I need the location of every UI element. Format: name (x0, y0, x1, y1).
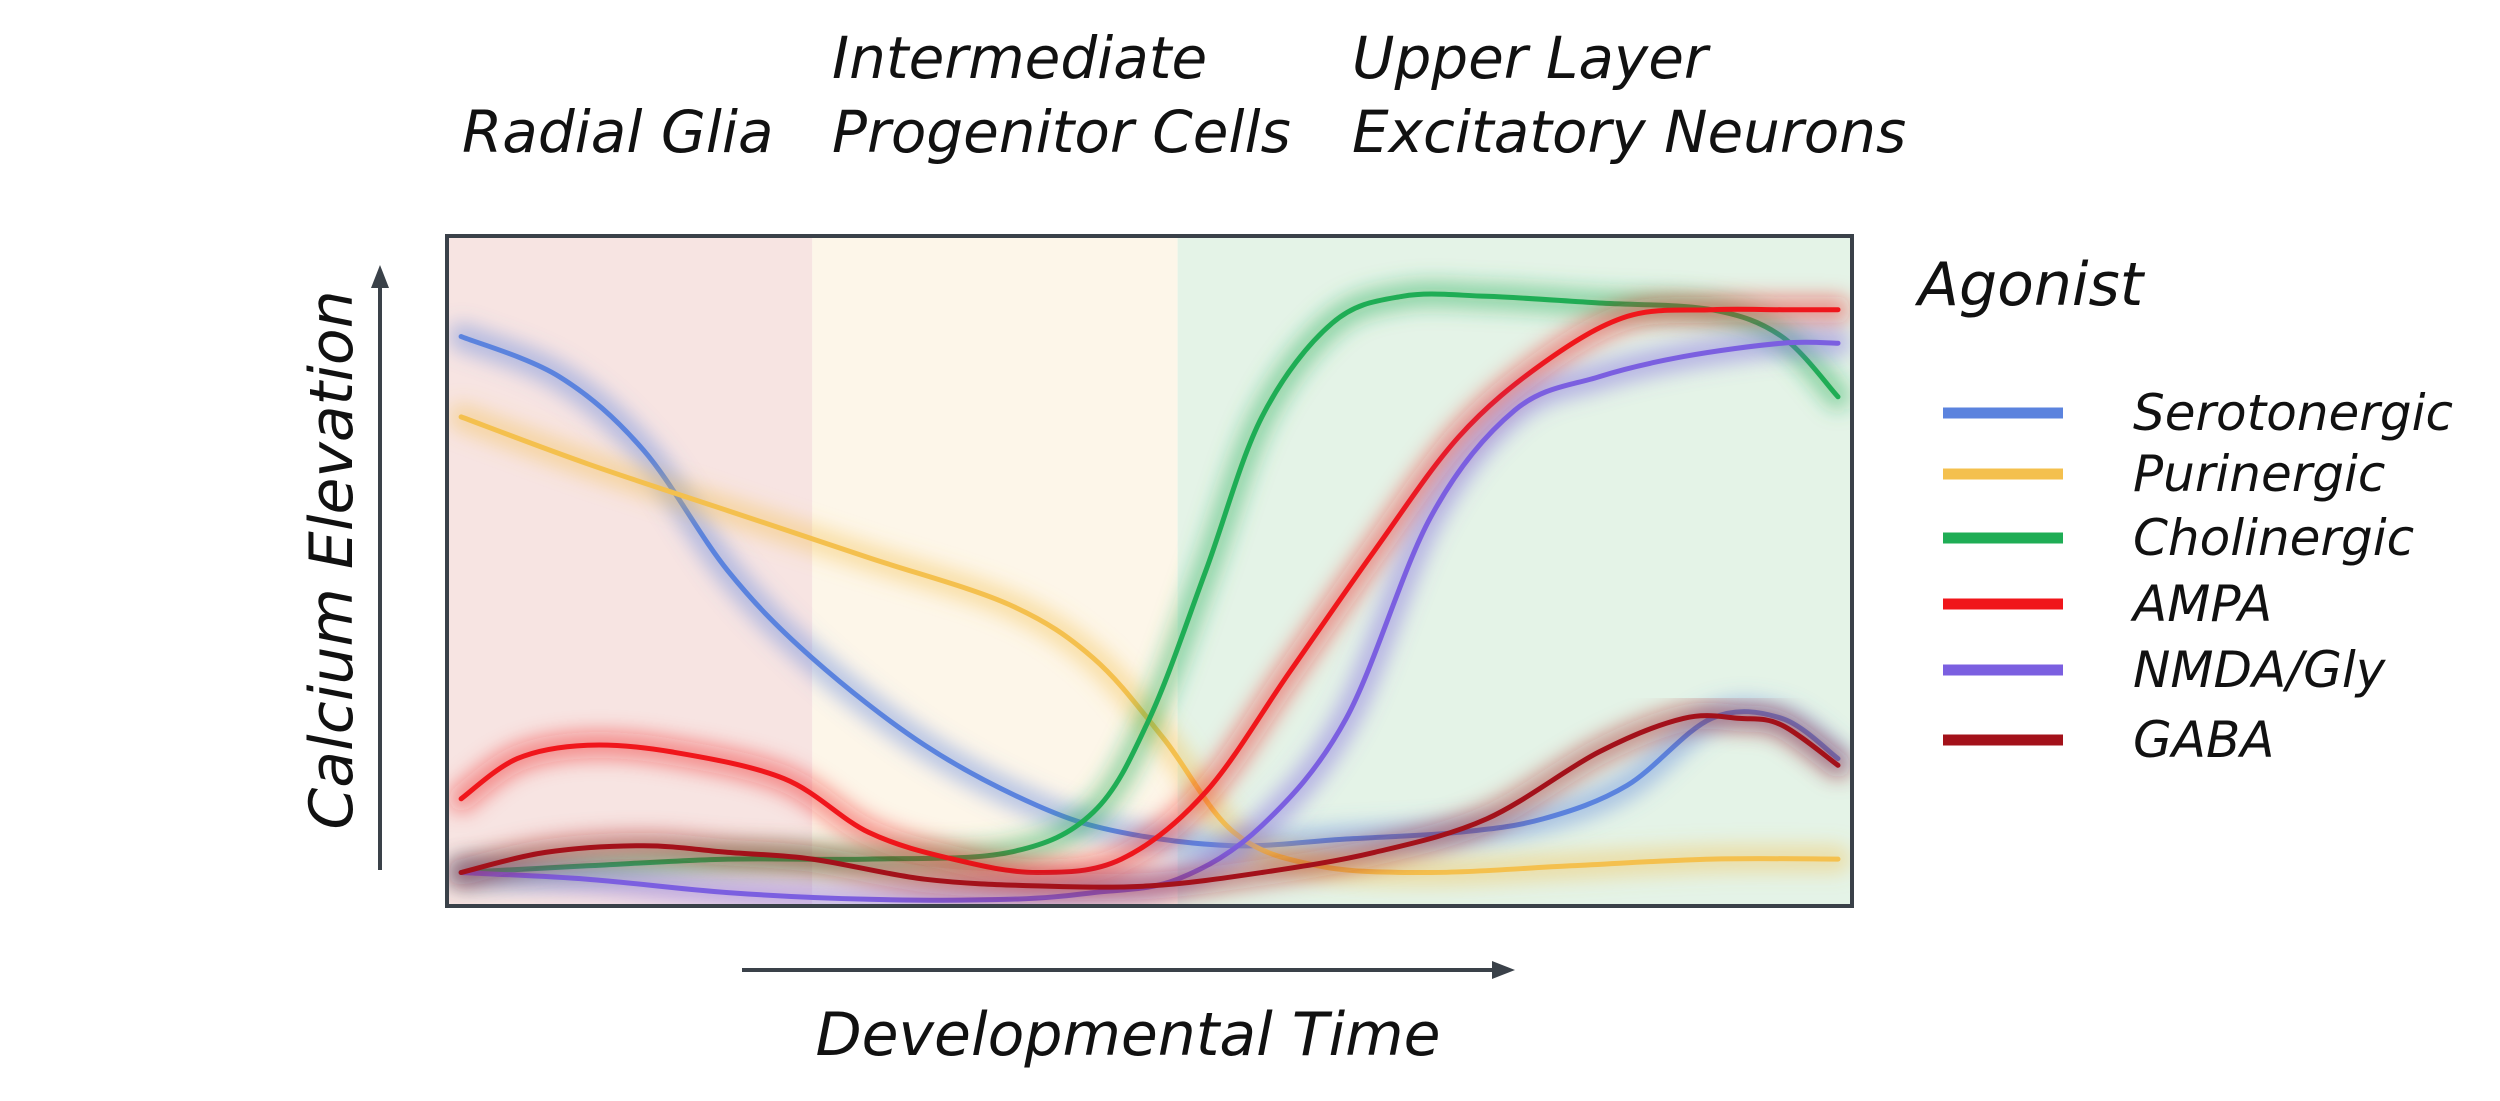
y-axis-arrow (371, 265, 389, 870)
legend-label: Cholinergic (2133, 509, 2414, 567)
x-axis-label: Developmental Time (815, 1000, 1440, 1070)
stage-label-radial-glia: Radial Glia (462, 98, 774, 166)
series-ampa (448, 296, 1851, 886)
legend-label: Serotonergic (2133, 384, 2453, 442)
legend-label: Purinergic (2133, 445, 2385, 503)
stage-label-upper-layer: Upper Layer (1352, 24, 1711, 92)
legend-label: AMPA (2130, 575, 2272, 633)
legend-item-ampa: AMPA (1943, 575, 2272, 633)
stage-label-ipc: Intermediate (832, 24, 1207, 92)
stage-band-ipc (812, 236, 1178, 906)
series-gaba (448, 702, 1851, 901)
stage-band-radial-glia (447, 236, 813, 906)
stage-bands (447, 236, 1852, 906)
plot-frame (445, 234, 1854, 908)
series-line-nmda-gly (458, 339, 1841, 903)
x-axis-arrow (742, 961, 1515, 979)
legend-item-cholinergic: Cholinergic (1943, 509, 2414, 567)
series-line-gaba (458, 713, 1841, 890)
legend-title: Agonist (1914, 250, 2146, 320)
legend-label: NMDA/Gly (2133, 641, 2387, 699)
stage-label-ipc: Progenitor Cells (832, 98, 1291, 166)
y-axis-label: Calcium Elevation (297, 290, 367, 829)
legend-item-nmda-gly: NMDA/Gly (1943, 641, 2387, 699)
series-layer (448, 281, 1851, 906)
legend-label: GABA (2133, 711, 2274, 769)
series-line-ampa (458, 306, 1841, 876)
series-nmda-gly (448, 329, 1851, 906)
legend-item-purinergic: Purinergic (1943, 445, 2385, 503)
legend-item-gaba: GABA (1943, 711, 2274, 769)
legend-item-serotonergic: Serotonergic (1943, 384, 2453, 442)
stage-label-upper-layer: Excitatory Neurons (1352, 98, 1906, 166)
